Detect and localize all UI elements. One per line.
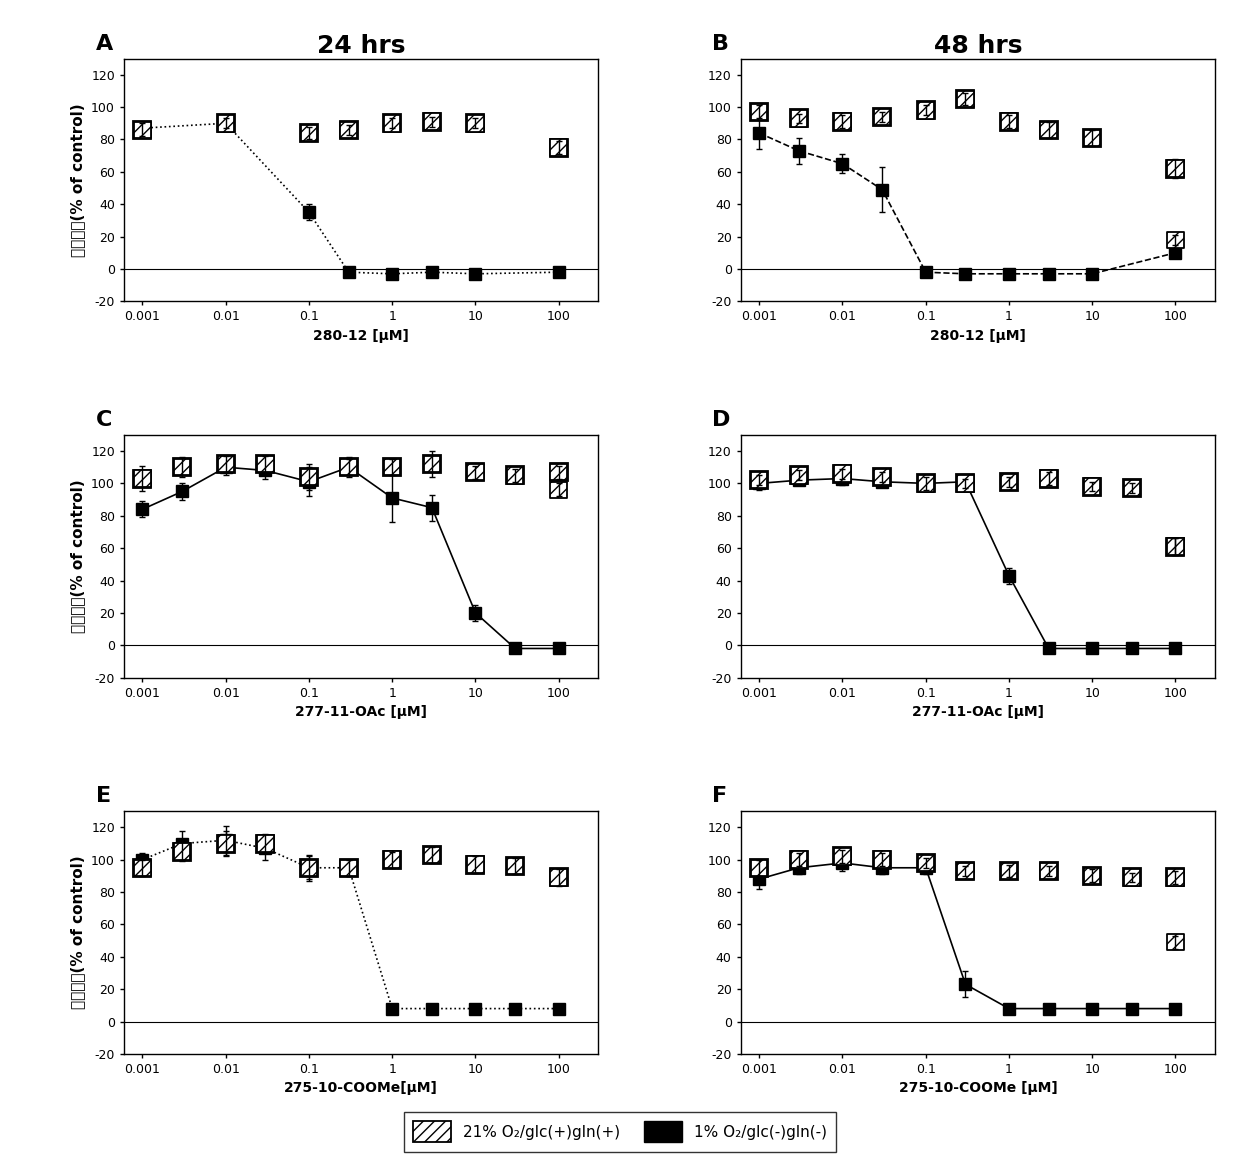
Point — [916, 101, 936, 119]
Point — [382, 458, 402, 477]
Point — [749, 471, 769, 489]
Point — [382, 114, 402, 132]
Point — [999, 862, 1019, 881]
Point — [999, 112, 1019, 131]
Point — [832, 847, 852, 865]
Point — [549, 463, 569, 481]
Point — [1166, 537, 1185, 556]
Point — [216, 834, 236, 852]
Point — [465, 855, 485, 874]
Point — [1039, 862, 1059, 881]
Y-axis label: 细胞存活(% of control): 细胞存活(% of control) — [71, 103, 86, 256]
Point — [549, 868, 569, 886]
Point — [216, 454, 236, 473]
Y-axis label: 细胞存活(% of control): 细胞存活(% of control) — [71, 479, 86, 634]
Text: F: F — [712, 786, 728, 807]
Point — [422, 454, 441, 473]
Point — [1166, 159, 1185, 178]
Point — [916, 854, 936, 872]
Text: A: A — [95, 34, 113, 54]
Point — [299, 467, 319, 486]
Point — [1166, 231, 1185, 249]
Title: 24 hrs: 24 hrs — [317, 34, 405, 59]
Point — [339, 858, 358, 877]
Point — [872, 108, 892, 126]
X-axis label: 280-12 [μM]: 280-12 [μM] — [314, 329, 409, 343]
Point — [549, 480, 569, 499]
Point — [1083, 867, 1102, 885]
Point — [832, 112, 852, 131]
Point — [505, 466, 525, 485]
Text: D: D — [712, 410, 730, 430]
Point — [1083, 129, 1102, 148]
Point — [172, 458, 192, 477]
Point — [465, 114, 485, 132]
Point — [999, 472, 1019, 491]
Point — [422, 112, 441, 131]
Point — [956, 474, 976, 493]
Point — [749, 103, 769, 122]
Point — [505, 857, 525, 876]
Y-axis label: 细胞存活(% of control): 细胞存活(% of control) — [71, 856, 86, 1009]
Point — [299, 858, 319, 877]
Point — [749, 858, 769, 877]
Point — [255, 454, 275, 473]
Point — [789, 109, 808, 128]
Point — [1166, 868, 1185, 886]
Point — [789, 850, 808, 869]
X-axis label: 280-12 [μM]: 280-12 [μM] — [930, 329, 1025, 343]
Point — [339, 458, 358, 477]
Point — [1039, 470, 1059, 488]
Point — [872, 850, 892, 869]
Point — [916, 474, 936, 493]
Point — [339, 121, 358, 139]
Text: E: E — [95, 786, 110, 807]
Point — [422, 845, 441, 864]
Point — [1083, 478, 1102, 497]
Point — [299, 124, 319, 143]
Point — [172, 842, 192, 861]
Text: B: B — [712, 34, 729, 54]
Title: 48 hrs: 48 hrs — [934, 34, 1022, 59]
Point — [956, 90, 976, 109]
Point — [789, 466, 808, 485]
Point — [255, 834, 275, 852]
Point — [133, 121, 153, 139]
Point — [133, 858, 153, 877]
Point — [872, 467, 892, 486]
Point — [465, 463, 485, 481]
Point — [1166, 933, 1185, 952]
Point — [549, 138, 569, 157]
X-axis label: 275-10-COOMe[μM]: 275-10-COOMe[μM] — [284, 1082, 438, 1096]
X-axis label: 277-11-OAc [μM]: 277-11-OAc [μM] — [911, 705, 1044, 719]
X-axis label: 277-11-OAc [μM]: 277-11-OAc [μM] — [295, 705, 428, 719]
Point — [1166, 537, 1185, 556]
Point — [832, 465, 852, 484]
Point — [1122, 479, 1142, 498]
Text: C: C — [95, 410, 112, 430]
Point — [1039, 121, 1059, 139]
Point — [133, 470, 153, 488]
Point — [1122, 868, 1142, 886]
Point — [216, 114, 236, 132]
Legend: 21% O₂/glc(+)gln(+), 1% O₂/glc(-)gln(-): 21% O₂/glc(+)gln(+), 1% O₂/glc(-)gln(-) — [404, 1111, 836, 1151]
Point — [382, 850, 402, 869]
X-axis label: 275-10-COOMe [μM]: 275-10-COOMe [μM] — [899, 1082, 1058, 1096]
Point — [956, 862, 976, 881]
